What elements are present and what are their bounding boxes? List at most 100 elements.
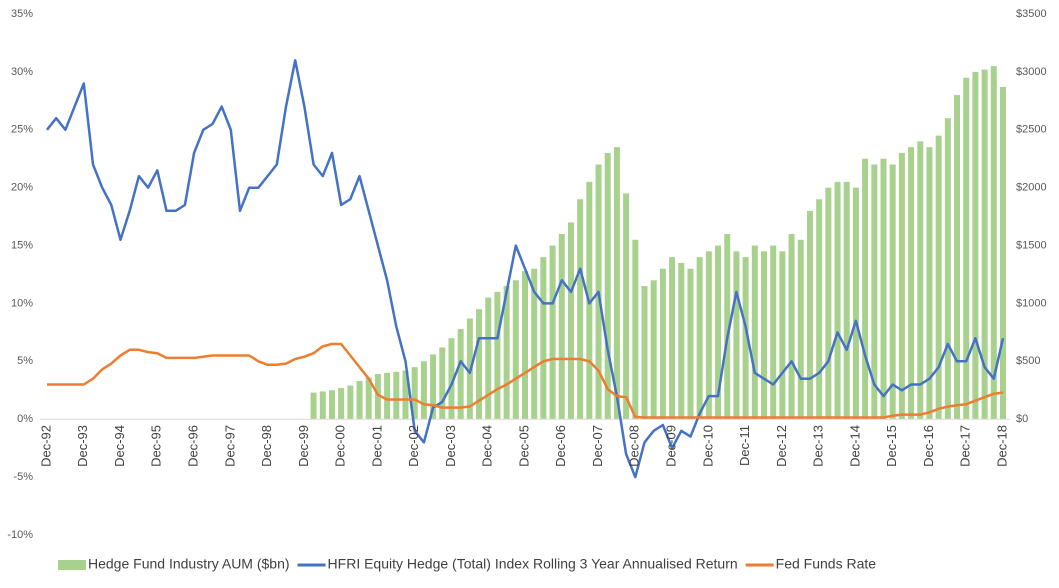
y2-tick-label: $500: [1016, 355, 1040, 367]
bar: [678, 262, 685, 420]
y2-tick-label: $0: [1016, 413, 1028, 425]
bar: [733, 251, 740, 420]
bar: [761, 251, 767, 420]
bar: [862, 158, 869, 420]
bar: [549, 245, 556, 420]
y-tick-label: 30%: [11, 66, 33, 78]
bar: [889, 164, 896, 420]
bar: [558, 233, 565, 420]
x-tick-label: Dec-09: [664, 425, 679, 467]
y-tick-label: -10%: [7, 529, 33, 541]
y2-tick-label: $1500: [1016, 239, 1047, 251]
bar: [751, 245, 758, 420]
bar: [577, 199, 584, 420]
x-tick-label: Dec-97: [222, 425, 237, 467]
x-tick-label: Dec-12: [774, 425, 789, 467]
x-tick-label: Dec-16: [921, 425, 936, 467]
bar: [770, 245, 777, 420]
bar: [806, 210, 813, 420]
bar: [439, 347, 446, 420]
bar: [347, 385, 354, 420]
legend-label: Hedge Fund Industry AUM ($bn): [88, 556, 290, 572]
bar: [632, 239, 639, 420]
y-tick-label: 10%: [11, 297, 33, 309]
y2-tick-label: $2000: [1016, 182, 1047, 194]
bar: [779, 251, 786, 420]
bar: [338, 387, 345, 420]
bar: [522, 271, 528, 420]
y2-tick-label: $2500: [1016, 124, 1047, 136]
bar: [935, 135, 942, 420]
bar: [834, 181, 841, 420]
y2-tick-label: $1000: [1016, 297, 1047, 309]
x-tick-label: Dec-93: [75, 425, 90, 467]
bar: [742, 257, 749, 420]
bar: [871, 164, 878, 420]
bar: [531, 268, 538, 420]
bar: [448, 338, 455, 420]
x-tick-label: Dec-95: [149, 425, 164, 467]
bar: [457, 328, 464, 420]
line-series: [46, 59, 1005, 479]
bar: [613, 147, 620, 420]
x-tick-label: Dec-10: [700, 425, 715, 467]
bar: [365, 377, 372, 420]
y2-tick-label: $3500: [1016, 8, 1047, 20]
bar: [567, 222, 574, 420]
bar: [926, 147, 933, 420]
x-tick-label: Dec-04: [480, 425, 495, 467]
bar: [411, 367, 418, 420]
x-tick-label: Dec-01: [369, 425, 384, 467]
bar: [374, 374, 381, 420]
x-tick-label: Dec-94: [112, 425, 127, 467]
bar: [420, 361, 427, 420]
bar: [540, 257, 547, 420]
bar: [641, 286, 648, 420]
bar: [705, 251, 712, 420]
bar: [696, 257, 703, 420]
legend-label: Fed Funds Rate: [776, 556, 877, 572]
y-tick-label: 15%: [11, 239, 33, 251]
x-tick-label: Dec-02: [406, 425, 421, 467]
bar: [816, 199, 823, 420]
bar: [485, 297, 492, 420]
bar: [981, 69, 988, 420]
bar: [650, 280, 657, 420]
bar: [990, 66, 997, 420]
bar: [788, 233, 795, 420]
bar: [402, 370, 409, 420]
bar: [659, 268, 666, 420]
y-tick-label: 20%: [11, 182, 33, 194]
bar: [852, 187, 859, 420]
bar: [908, 147, 915, 420]
bar: [954, 95, 961, 420]
x-tick-label: Dec-18: [994, 425, 1009, 467]
bar: [715, 245, 722, 420]
bar: [1000, 86, 1006, 420]
x-tick-label: Dec-96: [186, 425, 201, 467]
bar: [328, 390, 335, 420]
bar: [604, 152, 611, 420]
bar: [356, 381, 363, 420]
y-tick-label: 5%: [17, 355, 33, 367]
x-tick-label: Dec-08: [627, 425, 642, 467]
bar: [494, 291, 501, 420]
bar: [476, 309, 483, 420]
x-tick-label: Dec-07: [590, 425, 605, 467]
bar: [843, 181, 850, 420]
bar: [430, 354, 437, 420]
legend-label: HFRI Equity Hedge (Total) Index Rolling …: [328, 556, 738, 572]
x-tick-label: Dec-99: [296, 425, 311, 467]
y2-tick-label: $3000: [1016, 66, 1047, 78]
bar: [687, 268, 694, 420]
x-tick-label: Dec-06: [553, 425, 568, 467]
bar: [393, 371, 400, 420]
bar: [623, 193, 630, 420]
bar: [503, 286, 510, 420]
bar: [944, 118, 951, 420]
bar: [825, 187, 832, 420]
x-tick-label: Dec-11: [737, 425, 752, 466]
bar: [724, 233, 731, 420]
y-tick-label: -5%: [13, 471, 33, 483]
x-tick-label: Dec-17: [958, 425, 973, 467]
